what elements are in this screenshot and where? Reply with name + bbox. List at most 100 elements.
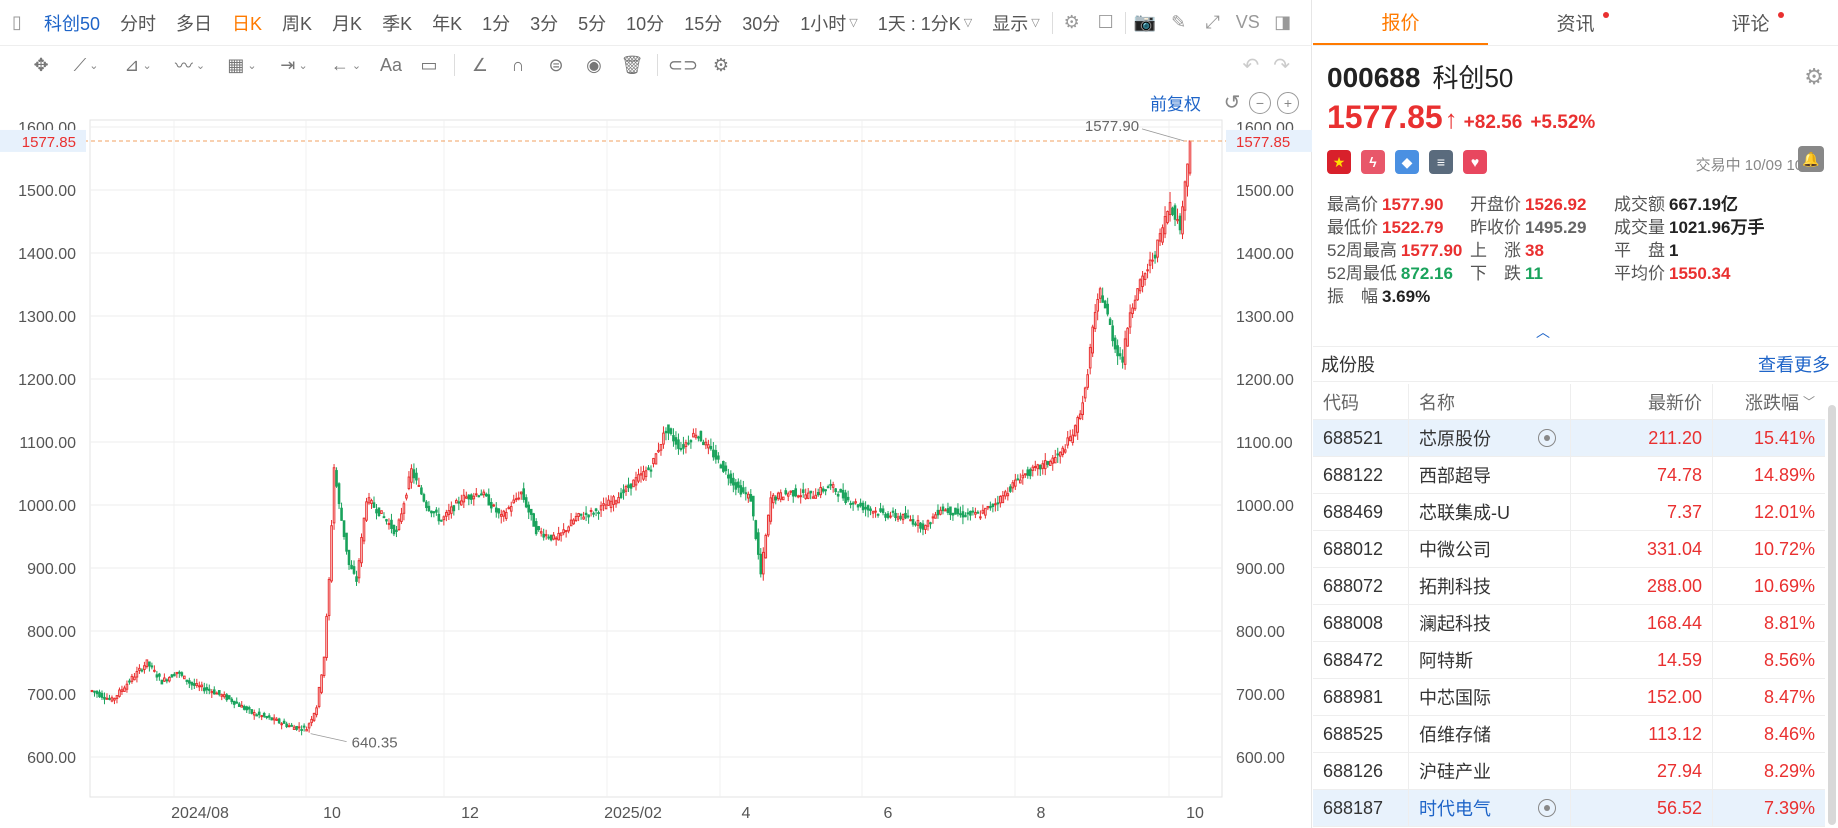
candle-body [230,698,234,703]
candle-body [854,501,857,504]
table-row[interactable]: 688472 阿特斯 14.59 8.56% [1313,642,1825,679]
line-tool-icon[interactable]: ⟋ ⌄ [73,54,99,75]
candle-body [724,465,728,472]
candle-body [1131,307,1134,315]
measure-tool-icon[interactable]: ⇥ ⌄ [280,54,308,75]
compare-button[interactable]: VS [1235,12,1260,32]
channel-tool-icon[interactable]: ⊿ ⌄ [124,54,152,75]
min-annotation: 640.35 [352,735,398,752]
watch-eye-icon[interactable] [1538,429,1556,447]
zoom-in-icon[interactable]: + [1277,91,1299,114]
ruler-icon[interactable]: ∠ [471,54,489,75]
redo-icon[interactable]: ↷ [1273,54,1290,77]
trash-icon[interactable]: 🗑 [620,54,644,75]
display-select[interactable]: 显示 ▽ [982,0,1049,46]
watch-eye-icon[interactable] [1538,799,1556,817]
candle-body [1053,456,1057,464]
lock-eye-icon[interactable]: ⊜ [548,54,564,75]
drawing-settings-icon[interactable]: ⚙ [712,54,730,75]
period-weekly[interactable]: 周K [282,13,313,34]
period-3min[interactable]: 3分 [530,13,559,34]
period-1min[interactable]: 1分 [482,13,511,34]
candle-body [1014,479,1017,487]
sidebar-toggle-icon[interactable]: ▯ [12,12,22,32]
period-10min[interactable]: 10分 [626,13,665,34]
panel-toggle-icon[interactable]: ◨ [1274,12,1292,32]
period-quarterly[interactable]: 季K [382,13,413,34]
layout-square-icon[interactable]: ☐ [1097,12,1114,32]
undo-icon[interactable]: ↶ [1242,54,1260,77]
hour-period-select[interactable]: 1小时 ▽ [790,0,867,46]
move-cross-icon[interactable]: ✥ [33,54,49,75]
fullscreen-icon[interactable]: ⤢ [1205,12,1220,32]
candle-body [766,514,770,536]
table-scrollbar[interactable] [1828,405,1836,825]
fib-tool-icon[interactable]: ▦ ⌄ [227,54,257,75]
chevron-up-icon[interactable]: ︿ [1536,324,1550,340]
tab-label: 评论 [1731,14,1770,35]
heart-icon[interactable]: ♥ [1463,150,1487,174]
comment-icon[interactable]: ▭ [420,54,438,75]
tab-news[interactable]: 资讯 [1488,0,1663,45]
bell-icon[interactable]: 🔔 [1798,146,1824,172]
period-daily[interactable]: 日K [232,13,263,34]
period-intraday[interactable]: 分时 [120,13,157,34]
time-range-select[interactable]: 1天 : 1分K ▽ [868,0,983,46]
magnet-icon[interactable]: ∩ [511,54,525,75]
lightning-icon[interactable]: ϟ [1361,150,1385,174]
stock-name-text: 佰维存储 [1419,725,1491,745]
col-name-header[interactable]: 名称 [1409,384,1571,419]
period-5min[interactable]: 5分 [578,13,607,34]
candle-body [113,697,116,701]
arrow-tool-icon[interactable]: ← ⌄ [330,54,362,75]
table-row[interactable]: 688012 中微公司 331.04 10.72% [1313,531,1825,568]
period-15min[interactable]: 15分 [684,13,723,34]
candle-body [1161,227,1164,243]
document-icon[interactable]: ≡ [1429,150,1453,174]
table-row[interactable]: 688126 沪硅产业 27.94 8.29% [1313,753,1825,790]
settings-gear-icon[interactable]: ⚙ [1063,12,1080,32]
table-row[interactable]: 688122 西部超导 74.78 14.89% [1313,457,1825,494]
reset-icon[interactable]: ↺ [1223,91,1241,114]
link-icon[interactable]: ⊂⊃ [667,54,699,75]
gear-icon[interactable]: ⚙ [1804,64,1824,89]
table-row[interactable]: 688521 芯原股份 211.20 15.41% [1313,420,1825,457]
table-row[interactable]: 688072 拓荆科技 288.00 10.69% [1313,568,1825,605]
table-row[interactable]: 688469 芯联集成-U 7.37 12.01% [1313,494,1825,531]
period-30min[interactable]: 30分 [742,13,781,34]
table-row[interactable]: 688525 佰维存储 113.12 8.46% [1313,716,1825,753]
tag-icon[interactable]: ◆ [1395,150,1419,174]
china-flag-icon[interactable]: ★ [1327,150,1351,174]
camera-icon[interactable]: 📷 [1133,12,1156,32]
symbol-selector[interactable]: 科创50 [44,13,101,34]
candle-body [876,513,880,516]
visibility-icon[interactable]: ◉ [586,54,602,75]
col-code-header[interactable]: 代码 [1313,384,1409,419]
zoom-out-icon[interactable]: − [1249,91,1271,114]
col-pct-header[interactable]: 涨跌幅 ﹀ [1713,384,1825,419]
price-adjust-toggle[interactable]: 前复权 [1150,95,1201,114]
chevron-down-icon: ﹀ [1802,395,1815,409]
candle-body [794,488,798,497]
wave-tool-icon[interactable]: 〰 ⌄ [174,56,206,76]
stock-name-text: 西部超导 [1419,466,1491,486]
candle-body [944,509,947,512]
candle-body [639,473,643,476]
col-price-header[interactable]: 最新价 [1571,384,1713,419]
period-yearly[interactable]: 年K [432,13,463,34]
candle-body [1133,299,1137,310]
pencil-icon[interactable]: ✎ [1171,12,1187,32]
table-row[interactable]: 688187 时代电气 56.52 7.39% [1313,790,1825,827]
view-more-link[interactable]: 查看更多 [1758,355,1830,375]
tab-quote[interactable]: 报价 [1313,0,1488,45]
text-tool[interactable]: Aa [379,54,403,75]
candle-body [697,436,700,439]
candle-body [909,519,912,522]
tab-comments[interactable]: 评论 [1663,0,1838,45]
period-multiday[interactable]: 多日 [176,13,213,34]
table-row[interactable]: 688008 澜起科技 168.44 8.81% [1313,605,1825,642]
period-monthly[interactable]: 月K [332,13,363,34]
table-row[interactable]: 688981 中芯国际 152.00 8.47% [1313,679,1825,716]
candle-body [130,675,134,682]
